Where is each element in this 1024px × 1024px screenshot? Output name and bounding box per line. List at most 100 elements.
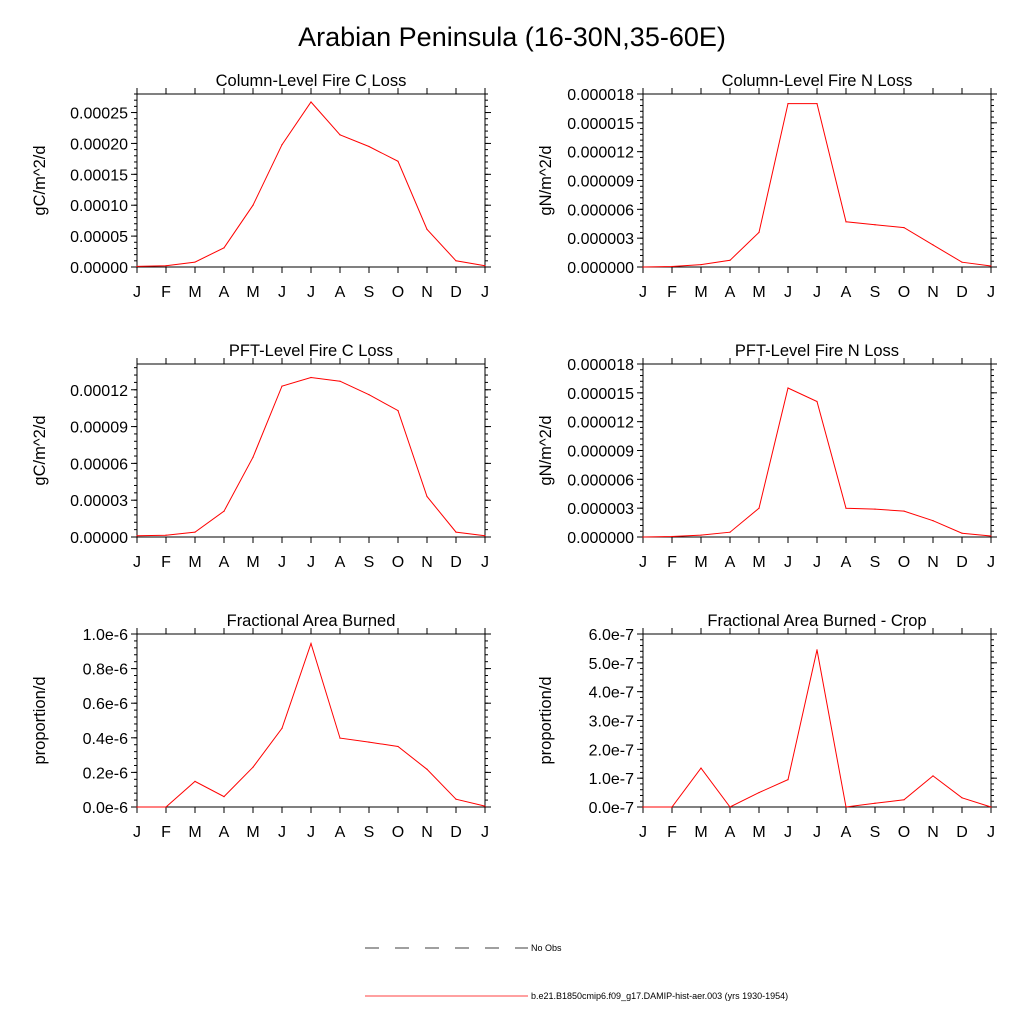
- data-point: [484, 535, 486, 537]
- x-tick-label: M: [188, 284, 201, 301]
- x-tick-label: A: [335, 824, 346, 841]
- data-point: [136, 535, 138, 537]
- data-point: [642, 806, 644, 808]
- series-line: [137, 641, 486, 808]
- x-tick-label: J: [639, 554, 647, 571]
- y-tick-label: 0.000000: [567, 260, 634, 277]
- x-tick-label: A: [219, 284, 230, 301]
- data-point: [484, 265, 486, 267]
- data-point: [787, 387, 789, 389]
- data-point: [194, 261, 196, 263]
- x-tick-label: J: [784, 824, 792, 841]
- data-point: [281, 727, 283, 729]
- x-tick-label: A: [335, 554, 346, 571]
- x-tick-label: A: [841, 824, 852, 841]
- data-point: [426, 768, 428, 770]
- data-point: [642, 266, 644, 268]
- y-tick-label: 0.00000: [70, 260, 128, 277]
- x-tick-label: O: [392, 554, 404, 571]
- data-point: [671, 806, 673, 808]
- x-tick-label: M: [752, 824, 765, 841]
- x-tick-label: F: [161, 554, 171, 571]
- x-tick-label: A: [841, 554, 852, 571]
- x-tick-label: A: [725, 284, 736, 301]
- x-tick-label: M: [694, 554, 707, 571]
- x-tick-label: J: [481, 554, 489, 571]
- y-tick-label: 0.000003: [567, 231, 634, 248]
- y-tick-label: 0.00015: [70, 167, 128, 184]
- series-line: [136, 101, 486, 267]
- x-tick-label: A: [219, 824, 230, 841]
- data-point: [990, 265, 992, 267]
- x-tick-label: S: [364, 554, 375, 571]
- x-tick-label: J: [987, 554, 995, 571]
- data-point: [932, 244, 934, 246]
- y-tick-label: 0.0e-6: [83, 800, 128, 817]
- x-tick-label: A: [725, 824, 736, 841]
- x-tick-label: J: [278, 284, 286, 301]
- data-point: [845, 221, 847, 223]
- page-title: Arabian Peninsula (16-30N,35-60E): [298, 22, 726, 52]
- data-point: [729, 531, 731, 533]
- data-point: [845, 507, 847, 509]
- y-tick-label: 0.00000: [70, 530, 128, 547]
- y-tick-label: 0.000006: [567, 202, 634, 219]
- y-axis-label: gC/m^2/d: [31, 415, 49, 485]
- y-tick-label: 0.000000: [567, 530, 634, 547]
- x-tick-label: N: [927, 284, 939, 301]
- data-point: [700, 534, 702, 536]
- x-tick-label: F: [667, 284, 677, 301]
- x-tick-label: J: [784, 284, 792, 301]
- panel-title: Column-Level Fire C Loss: [216, 72, 407, 90]
- x-tick-label: J: [784, 554, 792, 571]
- series-line: [642, 103, 992, 268]
- x-tick-label: M: [694, 284, 707, 301]
- data-point: [223, 247, 225, 249]
- x-tick-label: A: [841, 284, 852, 301]
- y-tick-label: 0.00020: [70, 136, 128, 153]
- y-tick-label: 0.2e-6: [83, 765, 128, 782]
- x-tick-label: S: [870, 284, 881, 301]
- data-point: [729, 806, 731, 808]
- data-point: [758, 507, 760, 509]
- x-tick-label: S: [870, 554, 881, 571]
- x-tick-label: O: [392, 824, 404, 841]
- x-tick-label: D: [956, 284, 968, 301]
- data-point: [874, 508, 876, 510]
- x-tick-label: J: [639, 824, 647, 841]
- x-tick-label: M: [694, 824, 707, 841]
- data-point: [961, 797, 963, 799]
- x-tick-label: J: [639, 284, 647, 301]
- data-point: [194, 780, 196, 782]
- x-tick-label: M: [752, 554, 765, 571]
- data-point: [455, 260, 457, 262]
- data-point: [729, 259, 731, 261]
- data-point: [671, 265, 673, 268]
- data-point: [339, 737, 341, 739]
- series-line: [643, 649, 992, 808]
- data-point: [932, 775, 934, 777]
- data-point: [671, 535, 673, 538]
- x-tick-label: A: [725, 554, 736, 571]
- x-tick-label: A: [219, 554, 230, 571]
- data-point: [700, 263, 702, 266]
- y-tick-label: 1.0e-7: [589, 771, 634, 788]
- x-tick-label: M: [188, 554, 201, 571]
- data-point: [397, 410, 399, 412]
- y-tick-label: 0.000006: [567, 472, 634, 489]
- x-tick-label: N: [927, 554, 939, 571]
- x-tick-label: J: [813, 824, 821, 841]
- x-tick-label: F: [161, 824, 171, 841]
- data-point: [484, 805, 486, 807]
- x-tick-label: J: [278, 554, 286, 571]
- x-tick-label: D: [450, 824, 462, 841]
- x-tick-label: J: [133, 284, 141, 301]
- data-point: [223, 796, 225, 798]
- y-tick-label: 0.000012: [567, 145, 634, 162]
- data-point: [281, 144, 283, 146]
- data-point: [165, 806, 167, 808]
- y-tick-label: 4.0e-7: [589, 685, 634, 702]
- data-point: [903, 510, 905, 512]
